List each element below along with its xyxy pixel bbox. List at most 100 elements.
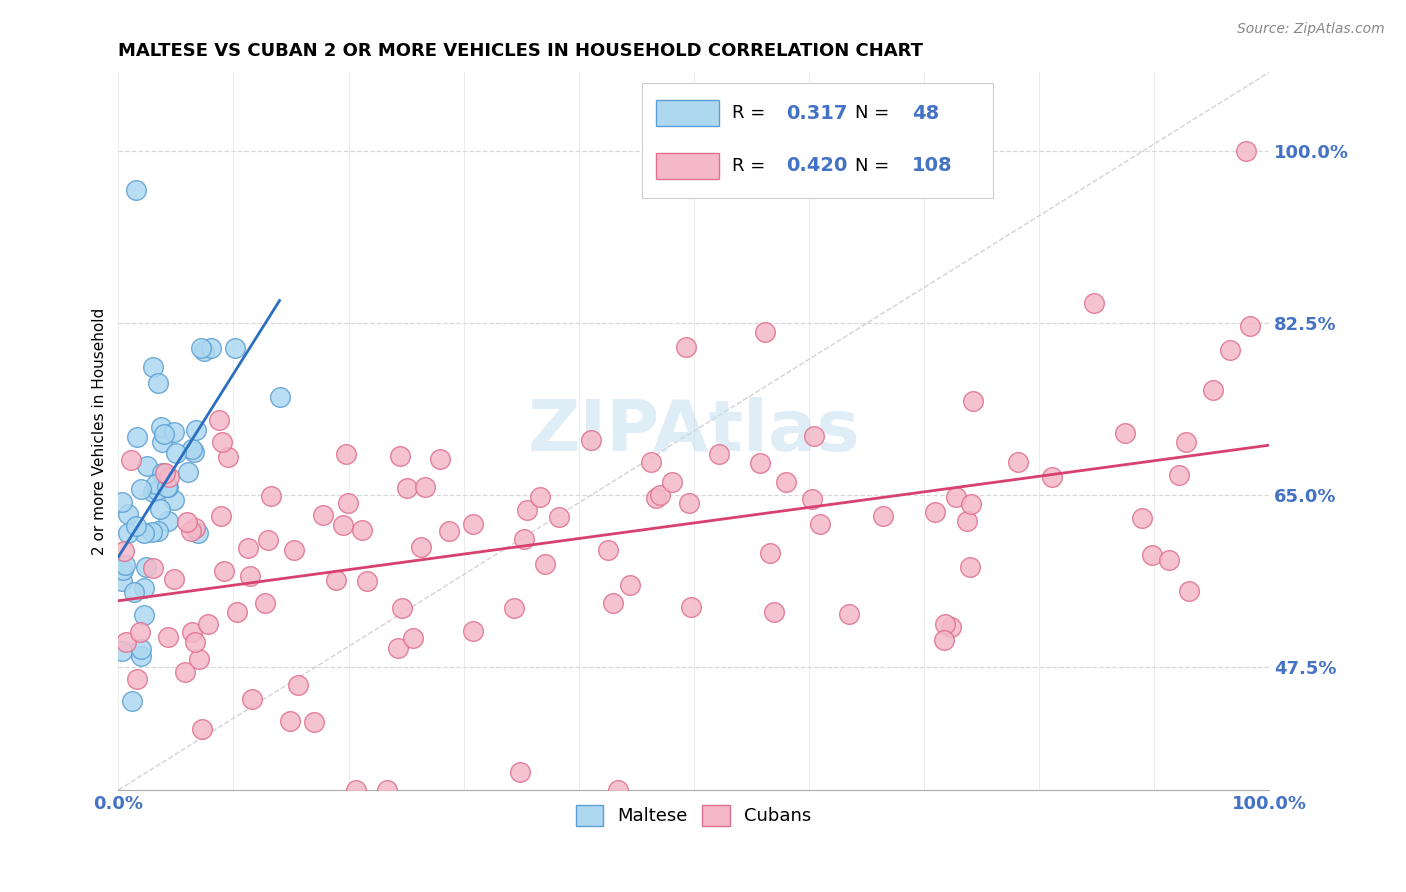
Point: [127, 672, 149, 686]
Point: [132, 525, 155, 540]
Point: [534, 557, 557, 571]
Point: [388, 449, 411, 463]
Point: [180, 442, 202, 456]
Point: [142, 485, 165, 500]
Point: [335, 447, 357, 461]
Text: N =: N =: [855, 157, 894, 175]
Point: [183, 445, 205, 459]
Point: [132, 581, 155, 595]
Point: [117, 507, 139, 521]
Point: [156, 480, 179, 494]
Point: [325, 573, 347, 587]
Point: [872, 508, 894, 523]
Point: [197, 617, 219, 632]
Text: ZIPAtlas: ZIPAtlas: [527, 397, 860, 466]
Point: [645, 491, 668, 505]
Point: [945, 490, 967, 504]
Point: [254, 596, 277, 610]
Point: [214, 564, 236, 578]
Point: [402, 632, 425, 646]
Point: [153, 466, 176, 480]
Point: [129, 482, 152, 496]
Point: [183, 521, 205, 535]
Y-axis label: 2 or more Vehicles in Household: 2 or more Vehicles in Household: [93, 308, 107, 555]
Text: 108: 108: [912, 156, 953, 175]
Point: [112, 543, 135, 558]
Point: [650, 488, 672, 502]
Point: [211, 434, 233, 449]
Point: [183, 635, 205, 649]
Point: [939, 620, 962, 634]
Point: [190, 341, 212, 355]
Point: [1083, 296, 1105, 310]
Point: [748, 456, 770, 470]
Point: [157, 630, 180, 644]
Text: N =: N =: [855, 104, 894, 122]
Point: [163, 572, 186, 586]
Point: [157, 514, 180, 528]
Point: [409, 540, 432, 554]
Point: [208, 413, 231, 427]
Point: [312, 508, 335, 522]
Text: 48: 48: [912, 103, 939, 123]
Point: [709, 447, 731, 461]
Point: [356, 574, 378, 588]
Point: [959, 560, 981, 574]
Point: [1177, 584, 1199, 599]
Point: [224, 341, 246, 355]
Point: [962, 393, 984, 408]
Point: [1201, 383, 1223, 397]
Point: [240, 691, 263, 706]
Point: [190, 722, 212, 736]
Point: [960, 497, 983, 511]
FancyBboxPatch shape: [655, 101, 718, 127]
Point: [800, 491, 823, 506]
Point: [596, 542, 619, 557]
Point: [145, 483, 167, 497]
Point: [332, 517, 354, 532]
Point: [607, 783, 630, 797]
Point: [283, 542, 305, 557]
Text: 0.317: 0.317: [786, 103, 848, 123]
Point: [661, 475, 683, 490]
Point: [165, 446, 187, 460]
Point: [111, 574, 134, 588]
Point: [1157, 553, 1180, 567]
Point: [111, 495, 134, 509]
Text: MALTESE VS CUBAN 2 OR MORE VEHICLES IN HOUSEHOLD CORRELATION CHART: MALTESE VS CUBAN 2 OR MORE VEHICLES IN H…: [118, 42, 924, 60]
Point: [177, 465, 200, 479]
Point: [675, 340, 697, 354]
Point: [146, 524, 169, 539]
Point: [375, 783, 398, 797]
Point: [260, 489, 283, 503]
Legend: Maltese, Cubans: Maltese, Cubans: [567, 796, 820, 835]
Point: [129, 642, 152, 657]
Point: [150, 434, 173, 449]
Point: [145, 476, 167, 491]
Point: [269, 390, 291, 404]
Point: [156, 480, 179, 494]
Point: [111, 644, 134, 658]
Point: [256, 533, 278, 547]
Text: Source: ZipAtlas.com: Source: ZipAtlas.com: [1237, 22, 1385, 37]
Point: [157, 470, 180, 484]
FancyBboxPatch shape: [643, 83, 993, 198]
Point: [135, 560, 157, 574]
Point: [1219, 343, 1241, 358]
Point: [758, 545, 780, 559]
Point: [803, 429, 825, 443]
Point: [180, 524, 202, 539]
Point: [176, 516, 198, 530]
Point: [188, 652, 211, 666]
Point: [640, 455, 662, 469]
Point: [209, 508, 232, 523]
Point: [125, 183, 148, 197]
Point: [287, 677, 309, 691]
Point: [200, 341, 222, 355]
Point: [121, 694, 143, 708]
Point: [1007, 455, 1029, 469]
Point: [217, 450, 239, 464]
Point: [337, 496, 360, 510]
Point: [136, 458, 159, 473]
Point: [924, 505, 946, 519]
